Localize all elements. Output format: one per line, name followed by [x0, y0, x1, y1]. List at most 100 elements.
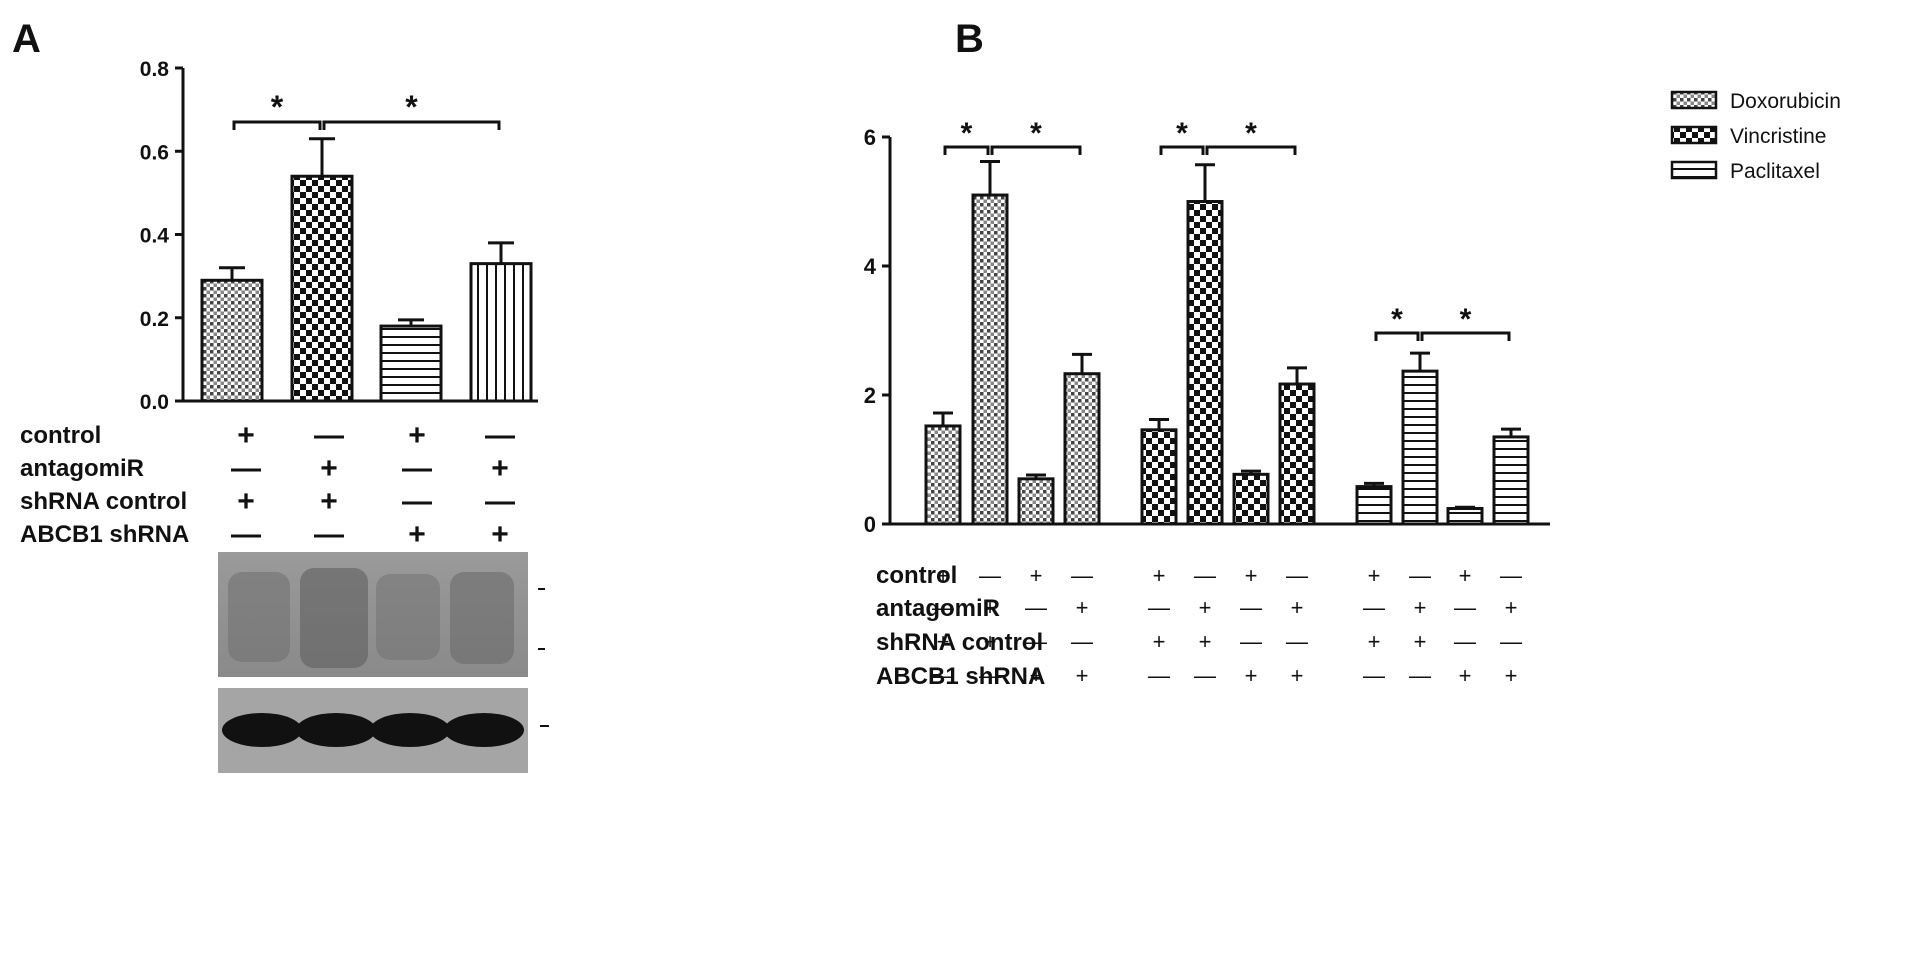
panel-b-bar — [924, 424, 962, 526]
panel-b-condition-mark: — — [1454, 595, 1476, 620]
panel-b-condition-label: control — [876, 562, 957, 589]
panel-b-condition-mark: + — [984, 595, 997, 620]
panel-b-significance-star: * — [1460, 303, 1472, 336]
panel-b-significance-bracket — [943, 145, 990, 155]
panel-b-bar — [1401, 369, 1439, 526]
panel-b-condition-mark: — — [1071, 629, 1093, 654]
panel-b-bar — [1232, 472, 1270, 526]
panel-b-condition-mark: + — [1291, 595, 1304, 620]
panel-b-condition-mark: + — [1459, 663, 1472, 688]
panel-b-condition-table: control+ — + — + — + — + — + —antagomiR— + — + — + — + — + — +… — [876, 562, 1522, 690]
panel-a-condition-mark: + — [320, 452, 338, 485]
panel-b-condition-mark: + — [1459, 563, 1472, 588]
panel-a-significance: * * — [232, 89, 501, 130]
panel-b-condition-mark: — — [1363, 595, 1385, 620]
panel-b-condition-mark: — — [1025, 629, 1047, 654]
panel-b-significance-bracket — [1159, 145, 1205, 155]
panel-b-bars — [924, 160, 1530, 526]
panel-b-condition-mark: — — [1409, 563, 1431, 588]
panel-a-bar — [379, 324, 443, 403]
panel-a-condition-mark: + — [237, 419, 255, 452]
panel-b-bar — [1446, 507, 1484, 526]
panel-b-significance-bracket — [990, 145, 1082, 155]
panel-a-condition-mark: + — [320, 485, 338, 518]
panel-b-label: B — [955, 17, 984, 61]
panel-a-condition-table: control + — + —antagomiR — + — +shRNA control + + —… — [20, 419, 515, 551]
panel-b-condition-mark: — — [1240, 595, 1262, 620]
panel-a-condition-mark: + — [491, 518, 509, 551]
panel-a-condition-mark: — — [402, 452, 432, 485]
panel-b-y-tick-label: 6 — [864, 125, 876, 150]
panel-b-significance-star: * — [1245, 117, 1257, 150]
panel-a-condition-label: ABCB1 shRNA — [20, 521, 189, 548]
panel-b-bar — [1140, 428, 1178, 526]
panel-b-significance-star: * — [1176, 117, 1188, 150]
panel-b-condition-label: ABCB1 shRNA — [876, 663, 1045, 690]
panel-b-bar — [1355, 485, 1393, 526]
panel-b-condition-mark: + — [937, 629, 950, 654]
panel-b-y-tick-label: 2 — [864, 383, 876, 408]
panel-b-condition-mark: + — [1414, 595, 1427, 620]
panel-b-condition-mark: + — [1153, 629, 1166, 654]
panel-b-y-tick-label: 4 — [864, 254, 877, 279]
panel-b-bar — [1186, 200, 1224, 526]
panel-b-legend-label: Vincristine — [1730, 125, 1827, 148]
panel-a-condition-label: shRNA control — [20, 488, 187, 515]
panel-b-condition-mark: + — [1245, 663, 1258, 688]
panel-a-chart: 0.00.20.40.60.8 * * control + — + —antagomiR —… — [20, 58, 538, 551]
panel-b-condition-mark: + — [1368, 629, 1381, 654]
panel-a-y-tick-label: 0.2 — [140, 308, 169, 331]
panel-b-condition-mark: — — [1409, 663, 1431, 688]
panel-b-significance-star: * — [1391, 303, 1403, 336]
panel-a-condition-mark: — — [485, 485, 515, 518]
panel-a-label: A — [12, 17, 41, 61]
panel-b-condition-mark: + — [1030, 663, 1043, 688]
panel-b-condition-mark: + — [984, 629, 997, 654]
panel-a-condition-mark: + — [237, 485, 255, 518]
panel-a-significance-star: * — [405, 89, 418, 125]
panel-a-condition-mark: — — [402, 485, 432, 518]
panel-b-bar — [1017, 477, 1055, 526]
panel-a-condition-mark: — — [314, 518, 344, 551]
panel-a-y-tick-label: 0.8 — [140, 58, 170, 81]
panel-a-condition-mark: — — [314, 419, 344, 452]
panel-b-condition-mark: — — [932, 663, 954, 688]
panel-b-condition-mark: — — [1363, 663, 1385, 688]
panel-b-condition-mark: — — [1148, 595, 1170, 620]
panel-b-bar — [1063, 372, 1101, 526]
panel-b-legend-label: Paclitaxel — [1730, 160, 1820, 183]
panel-a-bars — [200, 137, 533, 403]
panel-b-chart: 0 2 4 6 * * * * * * Doxorubicin Vincristine Paclit… — [864, 90, 1841, 690]
panel-b-condition-mark: — — [1194, 563, 1216, 588]
panel-b-condition-mark: — — [1148, 663, 1170, 688]
panel-b-condition-mark: + — [1505, 595, 1518, 620]
panel-b-condition-label: shRNA control — [876, 629, 1043, 656]
panel-b-condition-mark: + — [1030, 563, 1043, 588]
panel-b-legend-label: Doxorubicin — [1730, 90, 1841, 113]
panel-b-significance-bracket — [1420, 331, 1511, 341]
panel-b-condition-mark: — — [1500, 563, 1522, 588]
panel-b-condition-mark: + — [1368, 563, 1381, 588]
panel-a-bar — [200, 278, 264, 403]
panel-b-condition-mark: — — [1454, 629, 1476, 654]
panel-a-condition-mark: + — [408, 518, 426, 551]
panel-b-condition-mark: + — [937, 563, 950, 588]
panel-a-significance-bracket — [232, 120, 322, 130]
panel-b-condition-mark: — — [1071, 563, 1093, 588]
panel-b-condition-mark: — — [979, 563, 1001, 588]
western-blot — [218, 552, 549, 773]
panel-b-condition-mark: — — [1286, 563, 1308, 588]
panel-a-condition-mark: + — [408, 419, 426, 452]
panel-b-condition-mark: + — [1199, 629, 1212, 654]
panel-b-y-tick-label: 0 — [864, 512, 876, 537]
panel-a-significance-star: * — [271, 89, 284, 125]
panel-b-significance-bracket — [1374, 331, 1420, 341]
panel-a-condition-label: antagomiR — [20, 455, 144, 482]
panel-a-y-tick-label: 0.0 — [140, 391, 169, 414]
panel-b-condition-mark: + — [1076, 595, 1089, 620]
panel-b-bar — [1492, 435, 1530, 526]
panel-b-condition-mark: + — [1199, 595, 1212, 620]
panel-b-condition-mark: — — [932, 595, 954, 620]
panel-a-condition-mark: — — [485, 419, 515, 452]
